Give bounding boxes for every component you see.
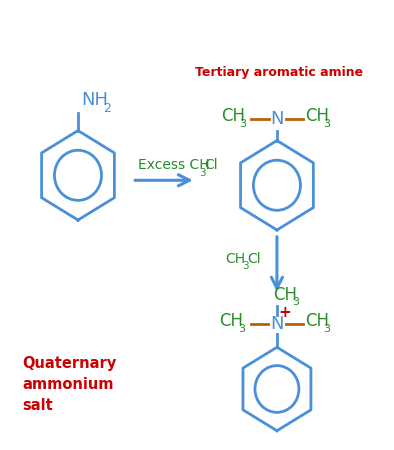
- Text: Excess CH: Excess CH: [138, 158, 209, 172]
- Text: 3: 3: [199, 168, 206, 178]
- Text: 2: 2: [103, 102, 111, 115]
- Text: CH: CH: [273, 286, 297, 304]
- Text: N: N: [270, 110, 284, 128]
- Text: Quaternary
ammonium
salt: Quaternary ammonium salt: [22, 356, 116, 413]
- Text: 3: 3: [292, 297, 299, 306]
- Text: 3: 3: [242, 261, 249, 271]
- Text: CH: CH: [305, 107, 329, 125]
- Text: Tertiary aromatic amine: Tertiary aromatic amine: [195, 66, 363, 79]
- Text: CH: CH: [305, 312, 329, 330]
- Text: CH: CH: [221, 107, 245, 125]
- Text: +: +: [278, 305, 291, 320]
- Text: N: N: [270, 315, 284, 333]
- Text: NH: NH: [81, 91, 108, 109]
- Text: 3: 3: [238, 324, 245, 334]
- Text: 3: 3: [323, 119, 331, 129]
- Text: 3: 3: [323, 324, 331, 334]
- Text: CH: CH: [225, 252, 246, 266]
- Text: Cl: Cl: [247, 252, 261, 266]
- Text: CH: CH: [219, 312, 243, 330]
- Text: Cl: Cl: [204, 158, 218, 172]
- Text: 3: 3: [240, 119, 247, 129]
